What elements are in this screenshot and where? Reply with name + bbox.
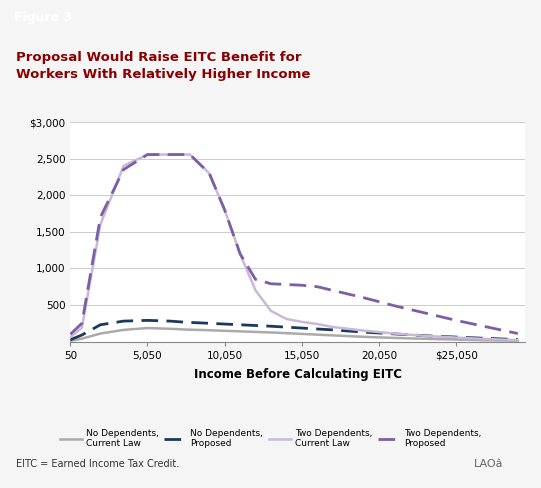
Legend: No Dependents,
Current Law, No Dependents,
Proposed, Two Dependents,
Current Law: No Dependents, Current Law, No Dependent… [56, 425, 485, 452]
Text: EITC = Earned Income Tax Credit.: EITC = Earned Income Tax Credit. [16, 460, 180, 469]
Text: Proposal Would Raise EITC Benefit for
Workers With Relatively Higher Income: Proposal Would Raise EITC Benefit for Wo… [16, 51, 311, 81]
Text: Figure 3: Figure 3 [14, 11, 71, 24]
Text: LAOâ: LAOâ [473, 460, 503, 469]
X-axis label: Income Before Calculating EITC: Income Before Calculating EITC [194, 367, 401, 381]
